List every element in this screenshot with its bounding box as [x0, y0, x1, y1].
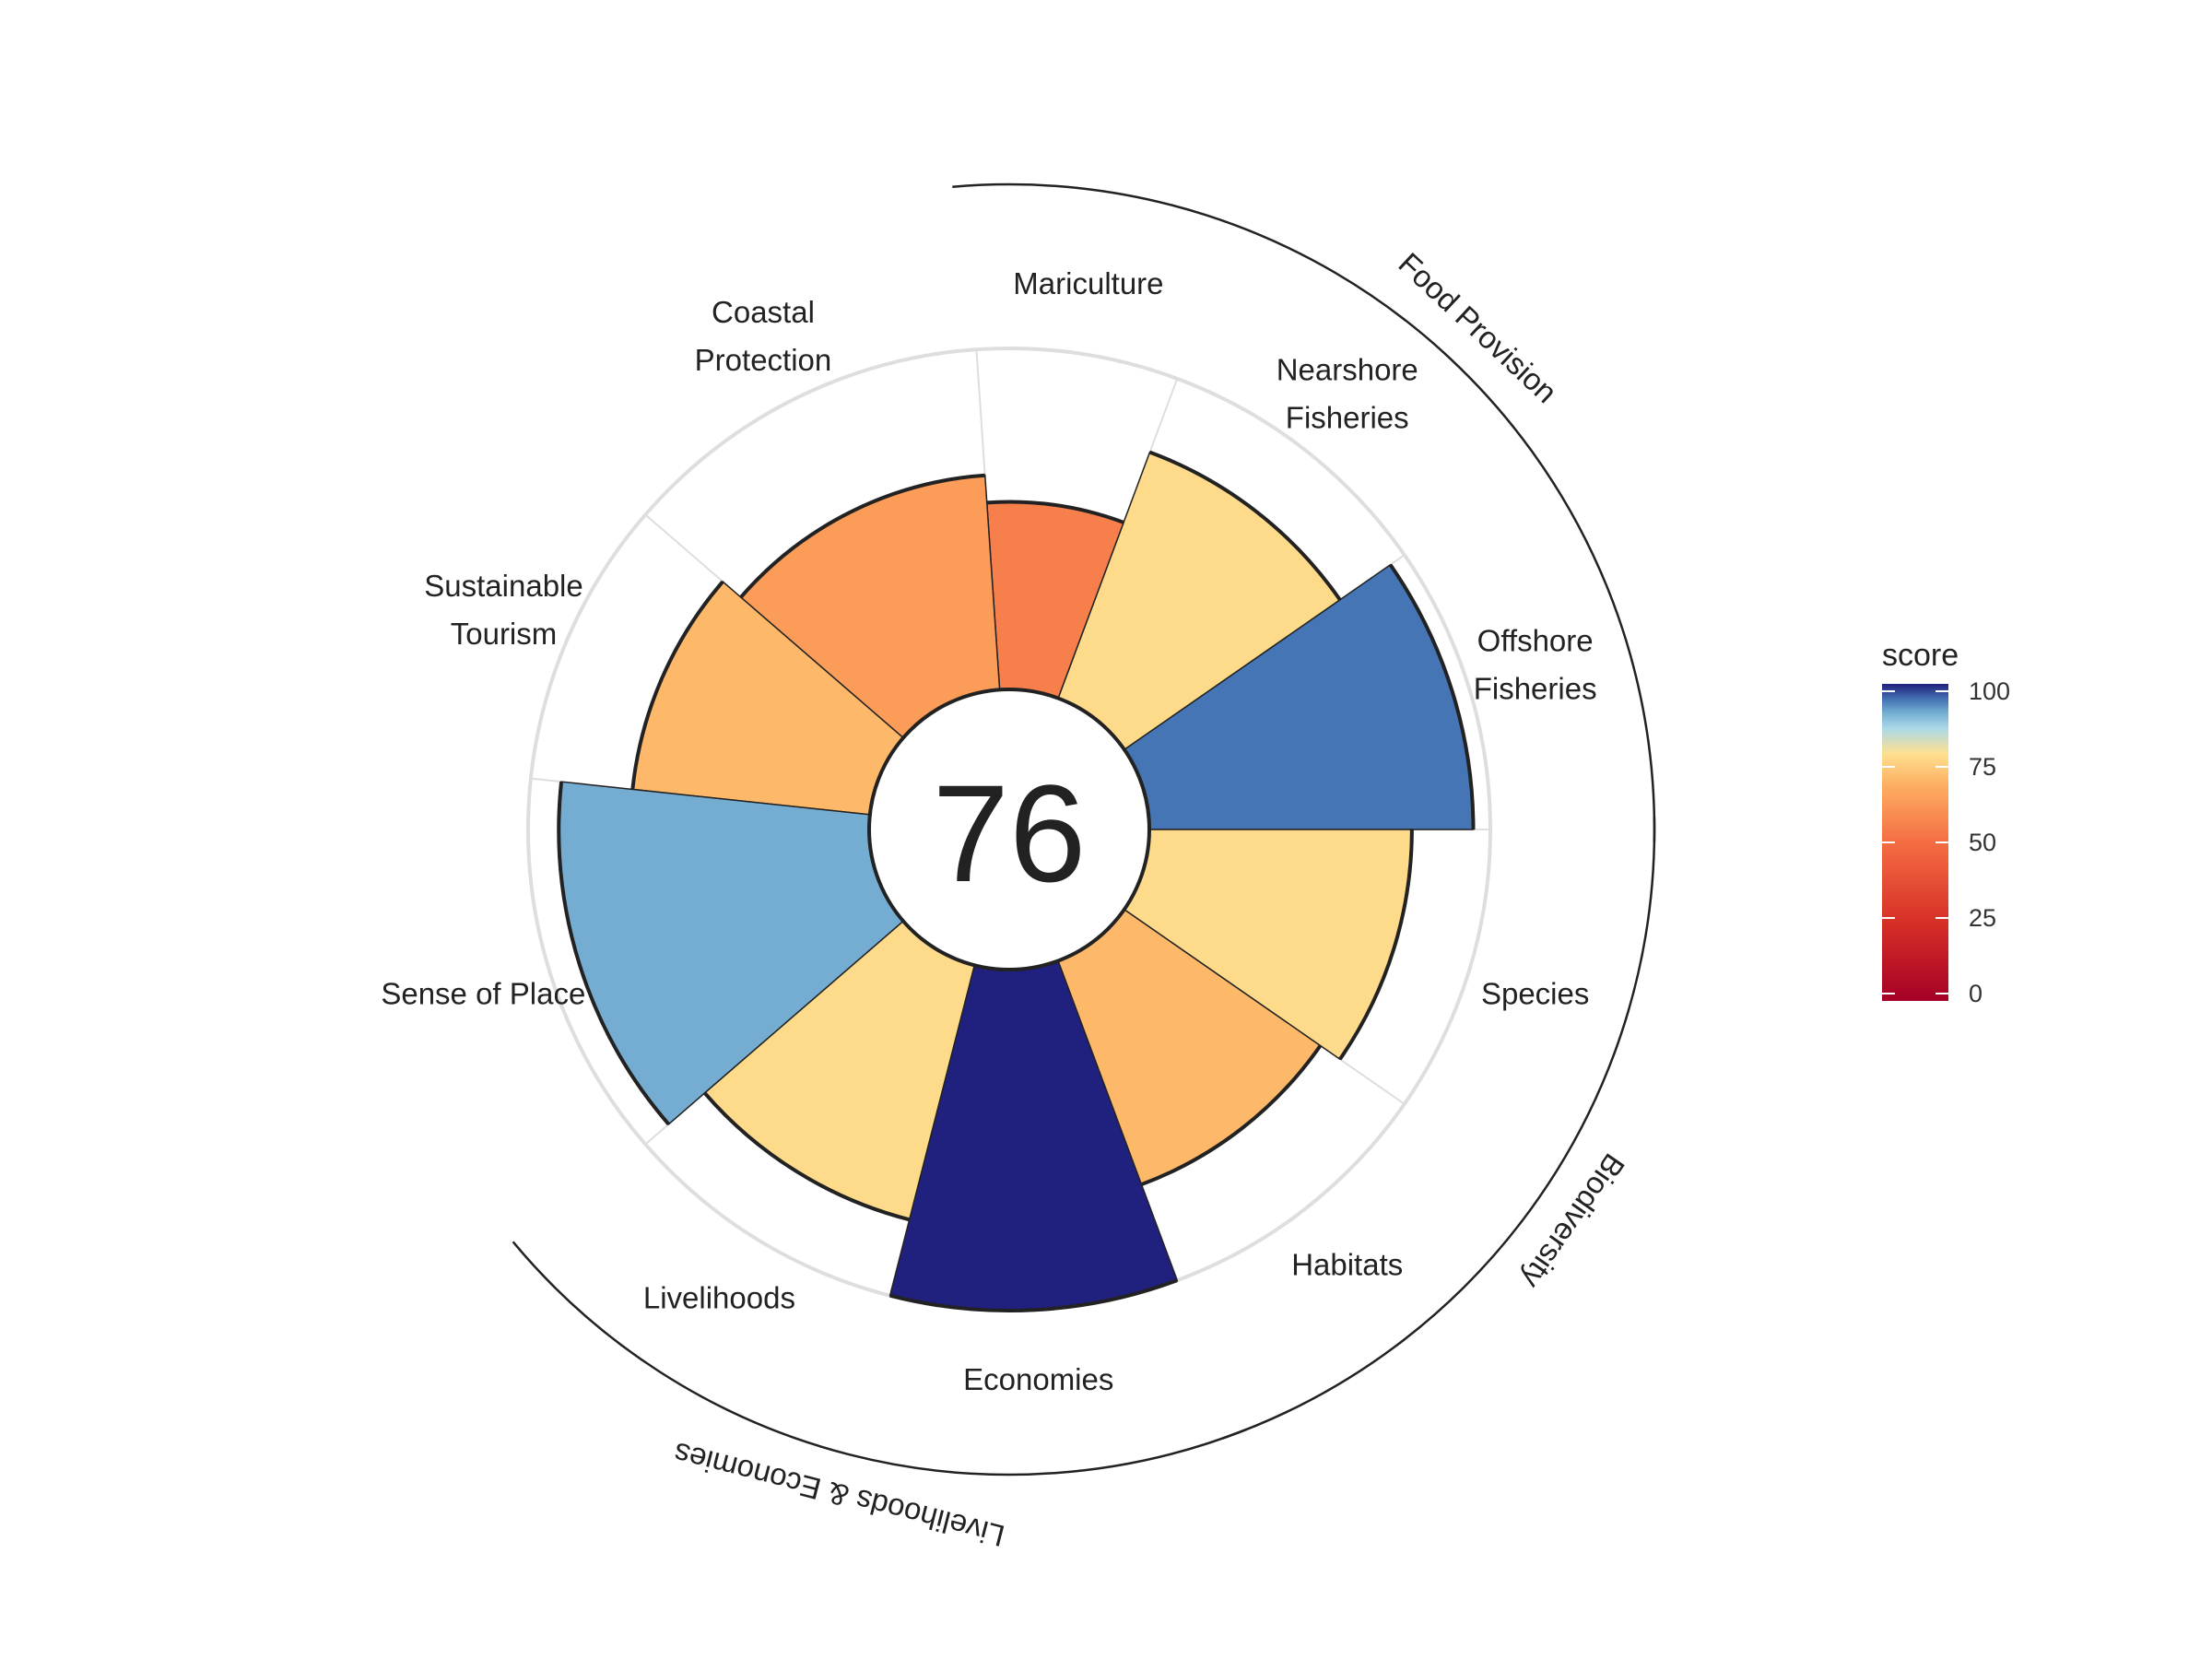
group-arc [1221, 816, 1656, 1440]
legend-tick-label: 0 [1969, 980, 1983, 1007]
petal-outer-edge [630, 580, 724, 790]
petal-outer-edge [889, 1278, 1178, 1313]
petal-outer-edge [703, 1091, 911, 1222]
center-circle [867, 688, 1151, 971]
score-legend: score 0 25 50 75 100 [1882, 638, 2010, 1007]
overall-score: 76 [933, 756, 1087, 911]
petal-label: Offshore Fisheries [1474, 623, 1597, 705]
petal-label: Economies [963, 1362, 1113, 1396]
petal-label: Species [1481, 977, 1589, 1011]
petal-label: Mariculture [1013, 266, 1163, 300]
legend-tick-label: 50 [1969, 829, 1996, 856]
group-arc [512, 1241, 1247, 1477]
petal-label: Sustainable Tourism [424, 569, 582, 651]
petal-outer-edge [1140, 1044, 1323, 1187]
petal-label: Sense of Place [381, 977, 585, 1011]
group-arc [952, 182, 1656, 843]
petal-label: Nearshore Fisheries [1277, 353, 1418, 435]
petal-outer-edge [986, 500, 1124, 524]
group-label: Livelihoods & Economies [670, 1436, 1007, 1553]
legend-tick-label: 100 [1969, 677, 2010, 705]
petal-outer-edge [557, 781, 670, 1126]
legend-tick-label: 25 [1969, 904, 1996, 932]
petal-outer-edge [1148, 450, 1342, 601]
group-label: Biodiversity [1514, 1147, 1631, 1295]
petal-outer-edge [739, 473, 985, 599]
petal-label: Habitats [1291, 1247, 1403, 1281]
petal-outer-edge [1338, 829, 1414, 1061]
petal-label-layer: Offshore Fisheries Nearshore Fisheries Maric… [381, 266, 1596, 1396]
petal-layer [557, 450, 1476, 1313]
petal-outer-edge [1388, 563, 1476, 830]
petal-label: Livelihoods [643, 1281, 795, 1315]
petal-label: Coastal Protection [695, 295, 832, 377]
legend-tick-label: 75 [1969, 753, 1996, 781]
legend-title: score [1882, 638, 1959, 673]
